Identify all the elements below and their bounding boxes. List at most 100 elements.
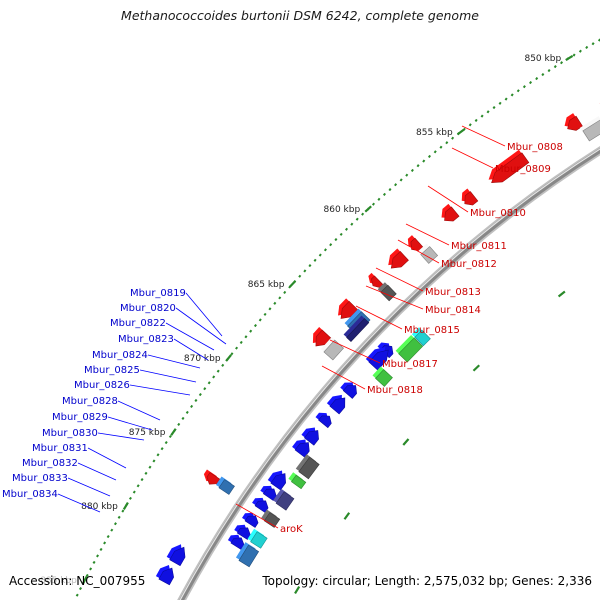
gene-cyan — [411, 327, 431, 347]
gene-label-forward: Mbur_0829 — [52, 412, 108, 423]
gene-front-face — [262, 488, 277, 501]
minor-tick — [216, 369, 220, 373]
leader-line — [107, 416, 153, 431]
minor-tick — [585, 45, 589, 50]
gene-label-reverse: Mbur_0810 — [470, 208, 526, 219]
leader-line — [77, 462, 117, 481]
gene-front-face — [444, 206, 460, 222]
minor-tick — [323, 248, 327, 252]
gene-front-face — [371, 275, 384, 288]
scale-label: 870 kbp — [184, 354, 221, 364]
minor-tick — [410, 168, 414, 172]
leader-line — [329, 339, 381, 364]
forward-gene — [292, 439, 310, 458]
reverse-gene — [203, 469, 221, 485]
minor-tick — [212, 375, 216, 379]
gene-label-forward: Mbur_0826 — [74, 380, 130, 391]
gene-label-reverse: Mbur_0817 — [382, 359, 438, 370]
gene-green — [395, 334, 424, 363]
minor-tick — [339, 232, 343, 236]
minor-tick — [198, 393, 202, 397]
gene-front-face — [582, 119, 600, 142]
leader-line — [57, 493, 101, 513]
minor-tick — [313, 258, 317, 262]
minor-tick — [273, 301, 277, 305]
gene-front-face — [169, 546, 186, 567]
reverse-gene — [337, 298, 359, 319]
gene-green — [288, 472, 307, 490]
reverse-gene — [388, 248, 409, 269]
scale-label: 850 kbp — [524, 54, 561, 64]
scale-tick-mark — [557, 290, 566, 298]
gene-cyan — [247, 528, 268, 549]
gene-label-reverse: aroK — [280, 524, 303, 535]
minor-tick — [156, 453, 160, 457]
gene-front-face — [398, 337, 424, 363]
minor-tick — [439, 145, 443, 149]
forward-gene — [242, 512, 259, 528]
gene-label-forward: Mbur_0824 — [92, 350, 148, 361]
gene-label-forward: Mbur_0820 — [120, 303, 176, 314]
gene-front-face — [294, 442, 310, 458]
scale-label: 860 kbp — [324, 205, 361, 215]
gene-gray — [417, 243, 439, 264]
leader-line — [129, 384, 191, 396]
gene-front-face — [238, 544, 260, 568]
gene-front-face — [410, 237, 424, 252]
gene-front-face — [567, 115, 583, 131]
gene-label-forward: Mbur_0822 — [110, 318, 166, 329]
reverse-gene — [461, 188, 479, 206]
minor-tick — [253, 323, 257, 328]
scale-tick-mark — [456, 128, 465, 136]
minor-tick — [132, 490, 136, 494]
minor-tick — [382, 192, 386, 196]
minor-tick — [498, 101, 502, 105]
minor-tick — [480, 114, 484, 118]
backbone-highlight — [179, 148, 600, 600]
reverse-gene — [441, 203, 460, 222]
leader-line — [173, 338, 209, 361]
gene-front-face — [230, 537, 245, 550]
gene-label-reverse: Mbur_0811 — [451, 241, 507, 252]
leader-line — [397, 239, 440, 264]
gene-steel — [235, 542, 260, 568]
minor-tick — [258, 318, 262, 322]
scale-label: 865 kbp — [248, 280, 285, 290]
minor-tick — [92, 560, 96, 564]
gene-front-face — [346, 318, 370, 342]
gene-label-forward: Mbur_0830 — [42, 428, 98, 439]
gene-front-face — [275, 491, 295, 511]
minor-tick — [144, 471, 148, 475]
gene-front-face — [390, 251, 409, 269]
minor-tick — [106, 534, 110, 539]
minor-tick — [388, 187, 392, 192]
backbone-ring — [179, 148, 600, 600]
minor-tick — [361, 212, 365, 216]
gene-gray — [579, 116, 600, 142]
minor-tick — [399, 178, 403, 182]
gene-label-reverse: Mbur_0808 — [507, 142, 563, 153]
scale-tick-mark — [472, 364, 481, 372]
minor-tick — [140, 478, 144, 482]
gene-dark-gray — [261, 509, 281, 528]
forward-gene — [326, 394, 346, 415]
minor-tick — [377, 197, 381, 201]
forward-gene — [301, 427, 319, 446]
gene-label-forward: Mbur_0825 — [84, 365, 140, 376]
forward-gene — [155, 565, 174, 586]
leader-line — [97, 432, 145, 441]
reverse-gene — [407, 235, 424, 252]
minor-tick — [235, 346, 239, 350]
minor-tick — [474, 118, 478, 123]
gene-label-reverse: Mbur_0809 — [495, 164, 551, 175]
minor-tick — [394, 183, 398, 187]
gene-dark-gray — [295, 454, 320, 480]
minor-tick — [350, 222, 354, 226]
scale-label: 855 kbp — [416, 128, 453, 138]
minor-tick — [185, 410, 189, 414]
gene-front-face — [304, 430, 319, 446]
gene-front-face — [368, 349, 389, 371]
forward-gene — [252, 497, 269, 513]
genome-backbone — [177, 146, 600, 600]
minor-tick — [371, 202, 375, 206]
